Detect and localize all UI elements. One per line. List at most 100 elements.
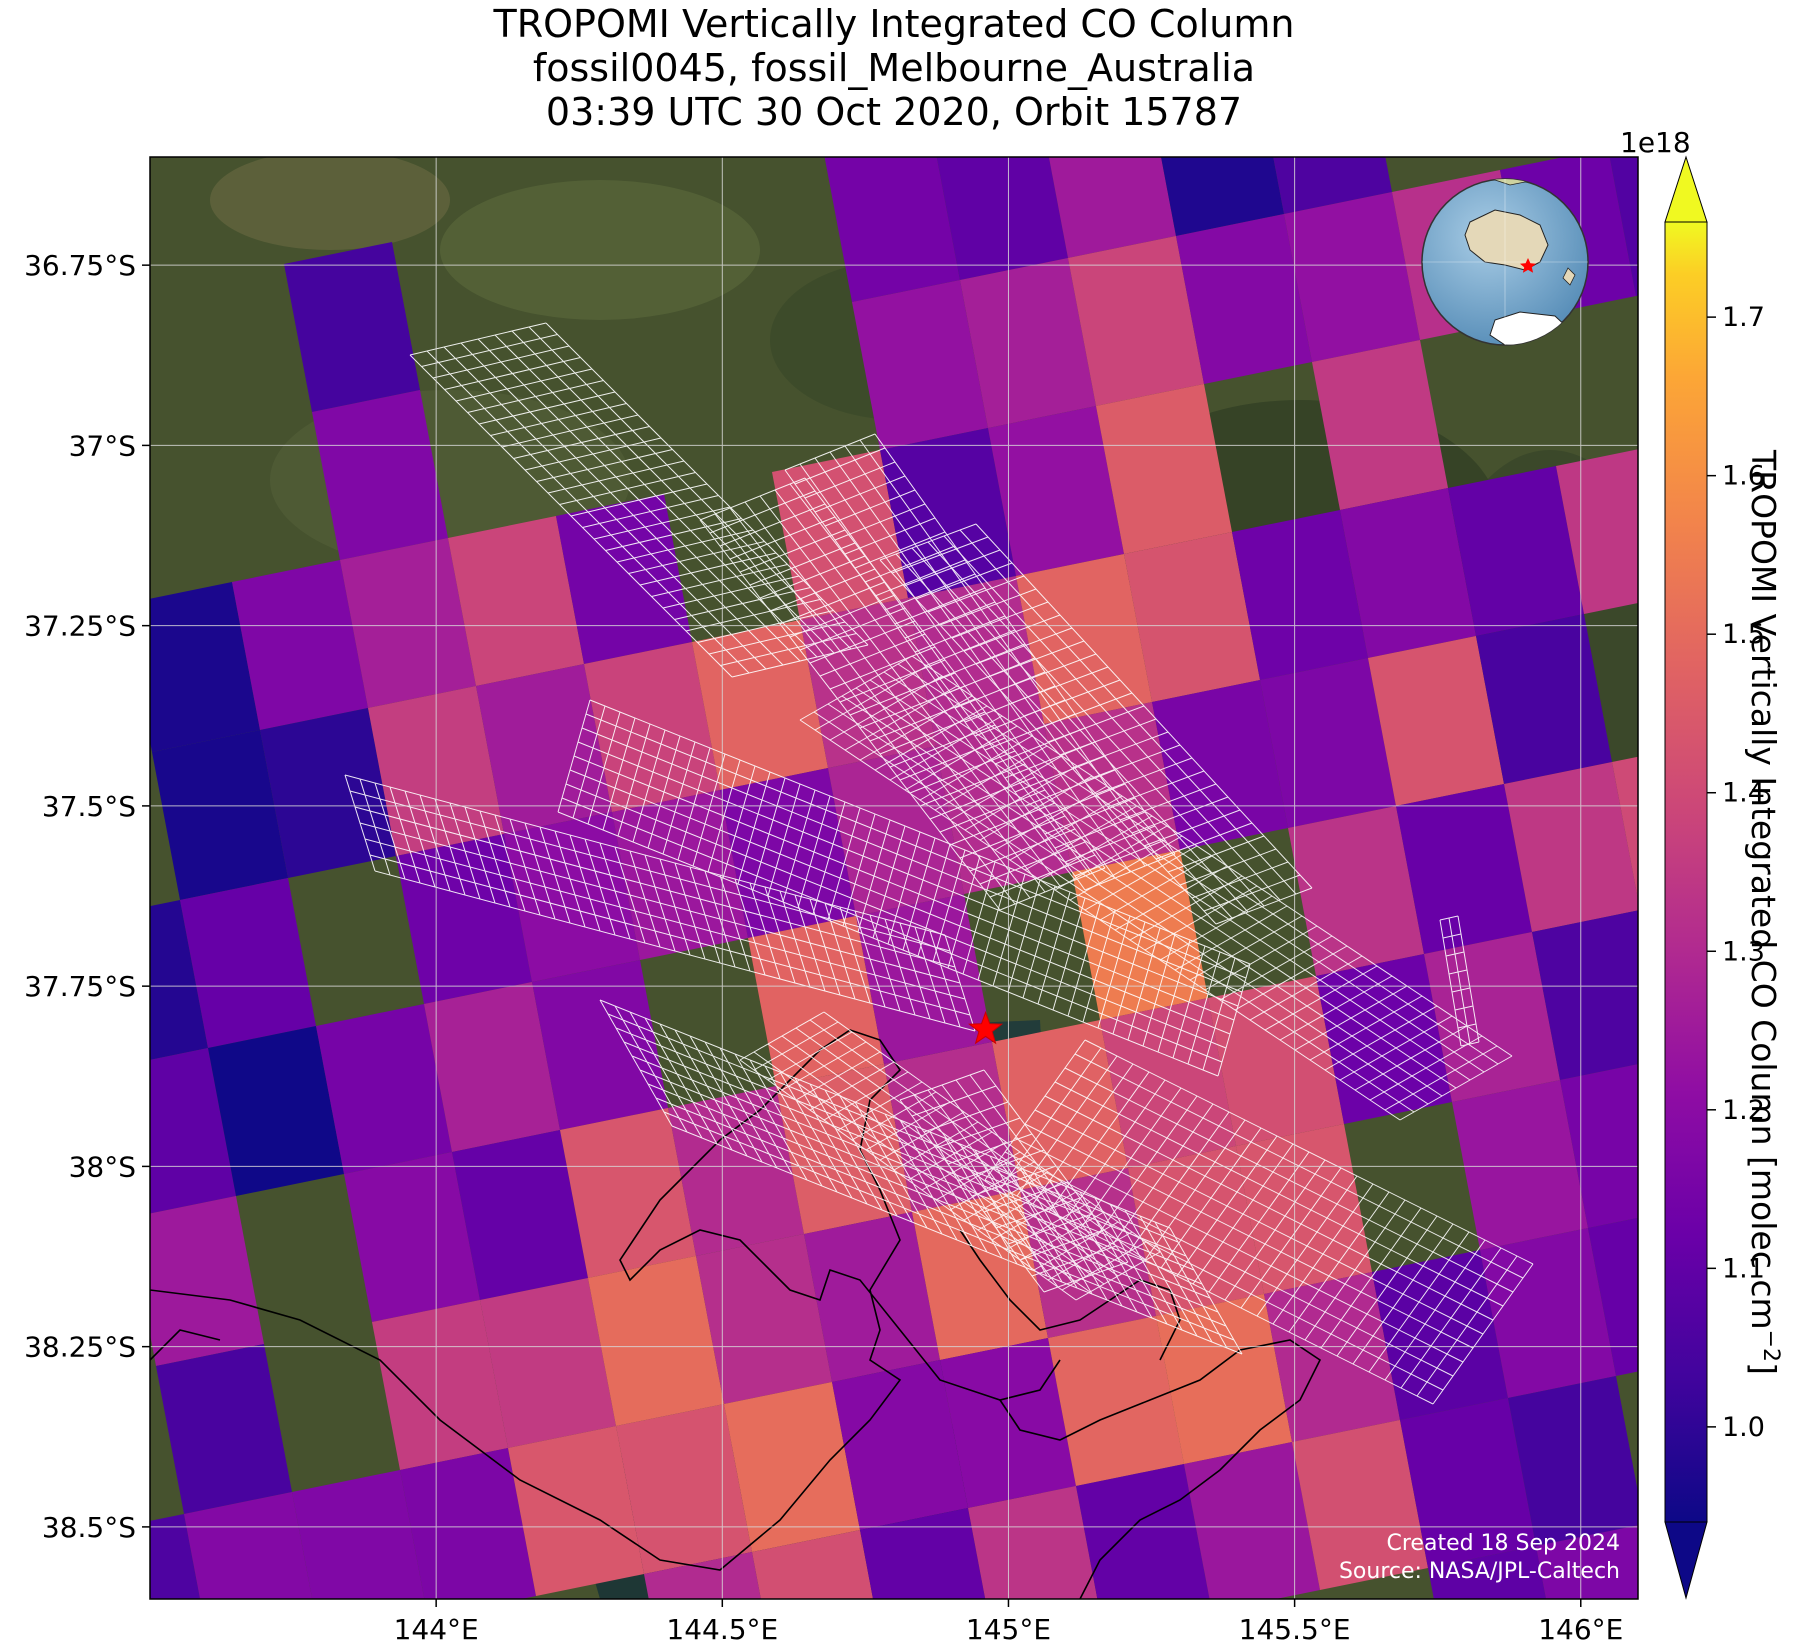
- tropomi-pixel: [1184, 1442, 1320, 1599]
- tropomi-pixel: [372, 1300, 508, 1470]
- tropomi-pixel: [668, 1086, 804, 1256]
- tropomi-pixel: [1452, 1080, 1588, 1250]
- tropomi-pixel: [1260, 658, 1396, 828]
- tropomi-pixel: [1340, 488, 1476, 658]
- colorbar-extend-min: [1664, 1521, 1708, 1600]
- tropomi-pixel: [1288, 806, 1424, 976]
- tropomi-pixel: [448, 516, 584, 686]
- footprint-strip-3: [557, 699, 1251, 1077]
- tropomi-pixel: [588, 1256, 724, 1426]
- tropomi-pixel: [1048, 1316, 1184, 1486]
- tropomi-pixel: [312, 390, 448, 560]
- colorbar-tick-label: 1.4: [1722, 778, 1765, 809]
- colorbar-gradient: [1665, 222, 1707, 1522]
- tropomi-pixel: [616, 1404, 752, 1574]
- tropomi-pixel: [504, 812, 640, 982]
- tick-label-lon: 144.5°E: [666, 1613, 778, 1646]
- tropomi-pixel: [772, 450, 908, 620]
- tropomi-pixel: [452, 1130, 588, 1300]
- tropomi-pixel: [1232, 510, 1368, 680]
- tropomi-pixel: [1016, 554, 1152, 724]
- tick-label-lat: 37°S: [69, 429, 136, 462]
- tropomi-pixel: [180, 878, 316, 1048]
- tropomi-pixel: [824, 157, 960, 302]
- title-line-3: 03:39 UTC 30 Oct 2020, Orbit 15787: [545, 90, 1243, 134]
- tropomi-pixel: [260, 708, 396, 878]
- tick-label-lon: 145.5°E: [1239, 1613, 1351, 1646]
- credit-source: Source: NASA/JPL-Caltech: [1339, 1559, 1620, 1584]
- tropomi-pixel: [150, 1514, 201, 1599]
- tropomi-pixel: [1068, 236, 1204, 406]
- tropomi-pixel: [1156, 1294, 1292, 1464]
- tropomi-pixel: [860, 1508, 986, 1599]
- title-line-1: TROPOMI Vertically Integrated CO Column: [493, 2, 1295, 46]
- tropomi-pixel: [284, 242, 420, 412]
- tropomi-pixel: [152, 730, 288, 900]
- tropomi-pixel: [1072, 850, 1208, 1020]
- tropomi-pixel: [1273, 157, 1392, 214]
- tropomi-pixels: [150, 157, 1638, 1599]
- tropomi-pixel: [1368, 636, 1504, 806]
- tick-label-lat: 38°S: [69, 1150, 136, 1183]
- tropomi-pixel: [396, 834, 532, 1004]
- tropomi-pixel: [340, 538, 476, 708]
- globe-newzealand: [1562, 267, 1576, 286]
- target-star-icon: [968, 1010, 1004, 1045]
- tick-label-lat: 36.75°S: [24, 249, 136, 282]
- tropomi-pixel: [1176, 214, 1312, 384]
- tropomi-pixel: [556, 494, 692, 664]
- tropomi-pixel: [532, 960, 668, 1130]
- tropomi-pixel: [150, 582, 260, 752]
- colorbar-title-text: TROPOMI Vertically Integrated CO Column …: [1744, 450, 1783, 1330]
- colorbar-tick-label: 1.2: [1722, 1095, 1765, 1126]
- inset-globe: [1421, 178, 1589, 346]
- tropomi-pixel: [1532, 910, 1638, 1080]
- tropomi-pixel: [316, 1004, 452, 1174]
- tick-label-lat: 37.25°S: [24, 610, 136, 643]
- tropomi-pixel: [1476, 614, 1612, 784]
- colorbar-ticks: 1.0 1.1 1.2 1.3 1.4 1.5 1.6 1.7: [1707, 302, 1765, 1443]
- tick-label-lat: 37.75°S: [24, 970, 136, 1003]
- tropomi-pixel: [1264, 1272, 1400, 1442]
- tropomi-pixel: [1316, 954, 1452, 1124]
- map-gridlines: [150, 157, 1638, 1599]
- tropomi-pixel: [1504, 762, 1638, 932]
- tropomi-pixel: [1152, 680, 1288, 850]
- tropomi-pixel: [1076, 1464, 1210, 1599]
- sounding-footprint-grid: [344, 322, 1534, 1405]
- footprint-strip-6: [879, 523, 1313, 925]
- colorbar-extend-max: [1664, 155, 1708, 223]
- tropomi-pixel: [150, 900, 208, 1060]
- tropomi-pixel: [1292, 1420, 1428, 1590]
- tropomi-pixel: [752, 1530, 874, 1599]
- tropomi-pixel: [724, 1382, 860, 1552]
- tropomi-pixel: [1556, 449, 1638, 614]
- tropomi-pixel: [150, 1196, 264, 1366]
- tropomi-pixel: [1612, 756, 1638, 900]
- title-line-2: fossil0045, fossil_Melbourne_Australia: [532, 46, 1256, 90]
- tropomi-pixel: [1048, 157, 1176, 258]
- colorbar-tick-label: 1.6: [1722, 461, 1765, 492]
- tropomi-pixel: [1400, 1398, 1536, 1568]
- tropomi-pixel: [912, 1190, 1048, 1360]
- tropomi-pixel: [232, 560, 368, 730]
- tropomi-pixel: [1124, 532, 1260, 702]
- footprint-strip-12: [1439, 915, 1480, 1047]
- colorbar-tick-label: 1.1: [1722, 1253, 1765, 1284]
- tropomi-pixel: [1100, 998, 1236, 1168]
- colorbar-title-exponent: −2: [1758, 1329, 1783, 1363]
- tropomi-pixel: [424, 982, 560, 1152]
- tropomi-pixel: [1284, 192, 1420, 362]
- colorbar-tick-label: 1.0: [1722, 1412, 1765, 1443]
- tropomi-pixel: [1428, 1546, 1547, 1599]
- tropomi-pixel: [1448, 466, 1584, 636]
- tropomi-pixel: [828, 746, 964, 916]
- tropomi-pixel: [696, 1234, 832, 1404]
- chart-title: TROPOMI Vertically Integrated CO Column …: [150, 2, 1638, 134]
- tropomi-pixel: [1312, 340, 1448, 510]
- footprint-strip-7: [799, 655, 1513, 1121]
- tropomi-pixel: [156, 1344, 292, 1514]
- tropomi-pixel: [560, 1108, 696, 1278]
- tropomi-pixel: [776, 1064, 912, 1234]
